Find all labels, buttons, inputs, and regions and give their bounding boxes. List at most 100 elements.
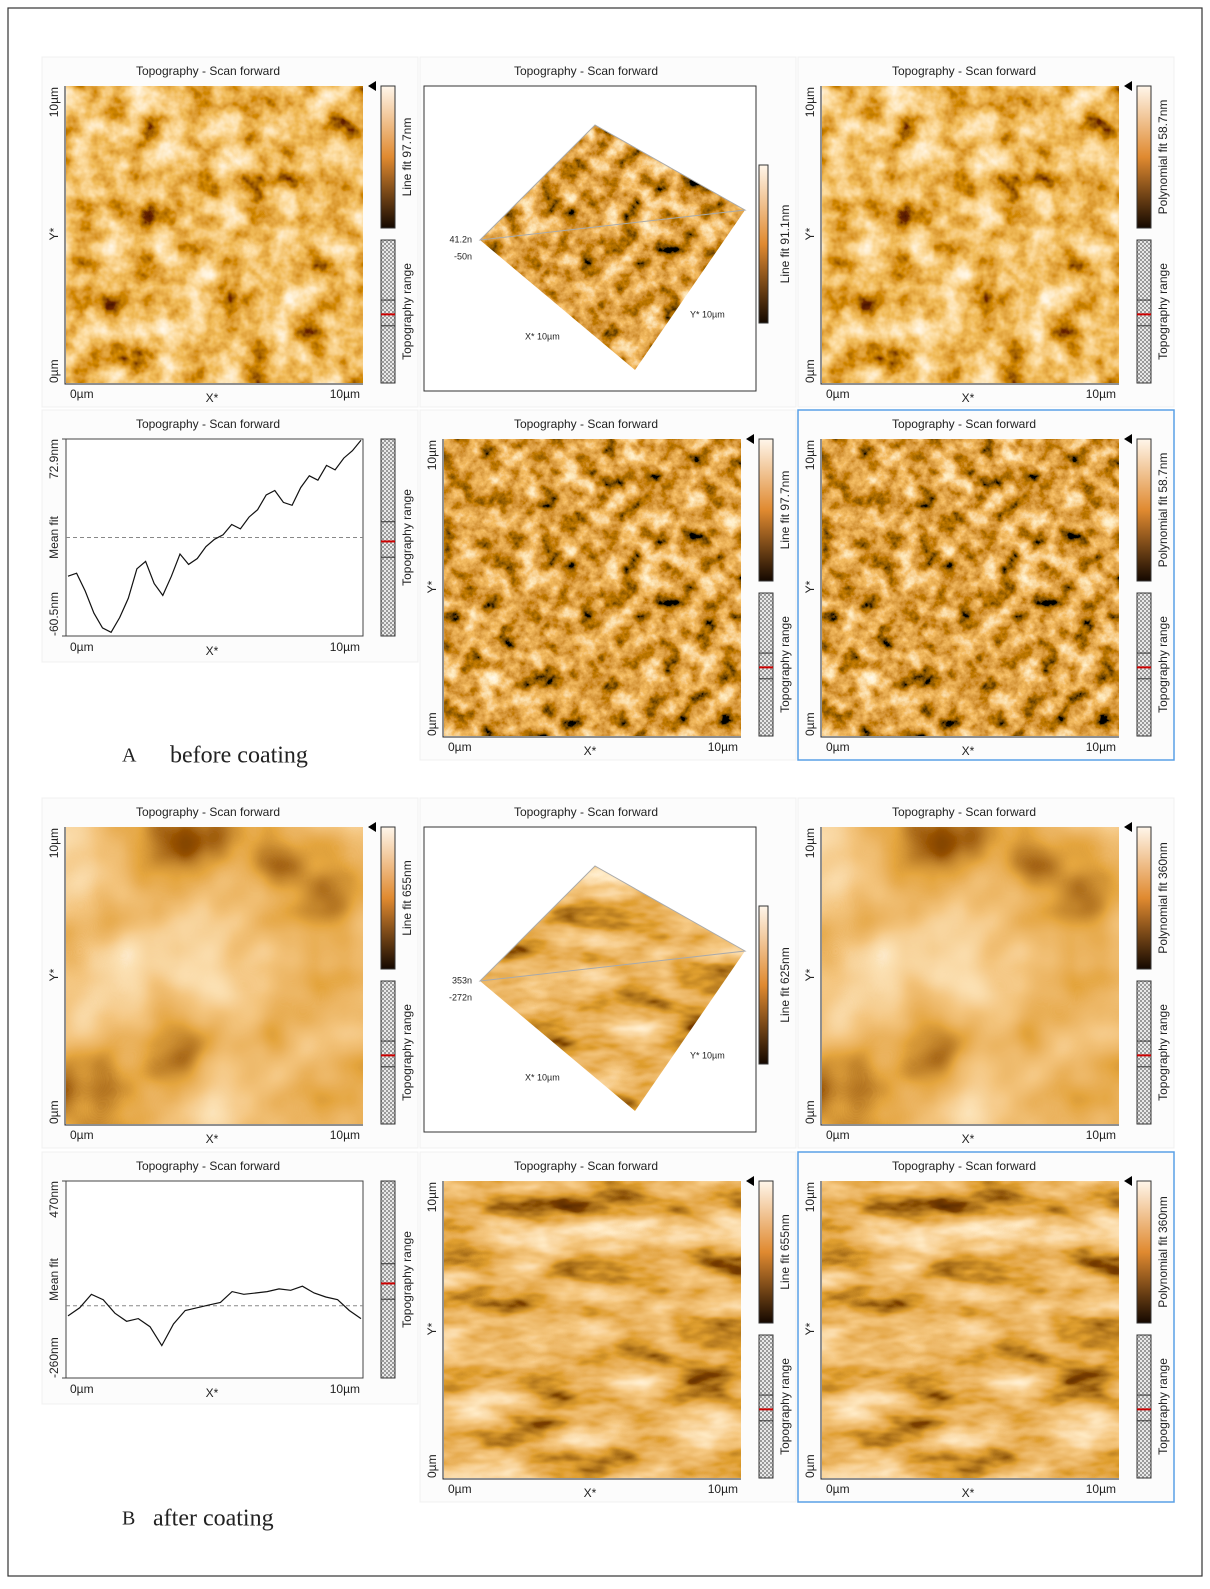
y-axis-label: Y* [803, 580, 817, 593]
section-letter: B [122, 1508, 135, 1530]
panel-title: Topography - Scan forward [136, 805, 280, 819]
colorbar [759, 439, 773, 581]
panel-title: Topography - Scan forward [136, 1159, 280, 1173]
x-axis-label: X* [962, 1486, 975, 1500]
panel-title: Topography - Scan forward [514, 64, 658, 78]
colorbar-label: Polynomial fit 58.7nm [1156, 453, 1170, 568]
x-axis-label: 10µm [330, 1382, 360, 1396]
x-axis-label: 10µm [1086, 1128, 1116, 1142]
y-axis-label: 10µm [425, 1182, 439, 1212]
panel-title: Topography - Scan forward [892, 805, 1036, 819]
colorbar-label: Line fit 625nm [778, 947, 792, 1022]
y-axis-label: 0µm [47, 359, 61, 383]
z-label: -272n [449, 992, 472, 1002]
x-axis-label: X* [206, 1386, 219, 1400]
x-axis-label: X* [206, 1132, 219, 1146]
range-label: Topography range [400, 489, 414, 586]
panel-title: Topography - Scan forward [514, 805, 658, 819]
x-axis-label: 0µm [70, 387, 94, 401]
y-axis-label: Mean fit [47, 515, 61, 558]
x-axis-label: 10µm [1086, 740, 1116, 754]
y-axis-label: Y* [803, 1322, 817, 1335]
panel: Topography - Scan forward-60.5nm72.9nmMe… [42, 410, 418, 662]
panel-title: Topography - Scan forward [892, 1159, 1036, 1173]
y-tick-label: 72.9nm [47, 439, 61, 479]
x-axis-label: 0µm [826, 740, 850, 754]
colorbar [1137, 1181, 1151, 1323]
colorbar-label: Polynomial fit 58.7nm [1156, 100, 1170, 215]
y-axis-label: 0µm [803, 1100, 817, 1124]
section-letter: A [122, 745, 137, 767]
range-label: Topography range [778, 1358, 792, 1455]
x-axis-label: 10µm [330, 387, 360, 401]
x-axis-label: X* [206, 644, 219, 658]
afm-image [444, 1181, 741, 1478]
x-axis-label: 0µm [70, 1128, 94, 1142]
panel-title: Topography - Scan forward [514, 417, 658, 431]
range-label: Topography range [1156, 616, 1170, 713]
range-bar [1137, 981, 1151, 1124]
colorbar-label: Line fit 655nm [400, 860, 414, 935]
range-label: Topography range [400, 1004, 414, 1101]
range-label: Topography range [1156, 263, 1170, 360]
panel-title: Topography - Scan forward [136, 64, 280, 78]
z-label: -50n [454, 251, 472, 261]
z-label: 353n [452, 975, 472, 985]
range-label: Topography range [400, 1231, 414, 1328]
afm-image [66, 86, 363, 383]
x-axis-label: 10µm [330, 1128, 360, 1142]
range-bar [1137, 593, 1151, 736]
x-axis-label: X* [962, 391, 975, 405]
y-label-3d: Y* 10µm [690, 309, 725, 319]
panel: Topography - Scan forward10µmY*0µm0µmX*1… [798, 1152, 1174, 1502]
range-label: Topography range [400, 263, 414, 360]
x-axis-label: 10µm [330, 640, 360, 654]
x-axis-label: 0µm [448, 740, 472, 754]
y-tick-label: 470nm [47, 1181, 61, 1218]
y-tick-label: -260nm [47, 1337, 61, 1378]
panel-title: Topography - Scan forward [514, 1159, 658, 1173]
x-axis-label: 10µm [1086, 387, 1116, 401]
section-caption: before coating [170, 743, 308, 769]
y-axis-label: 10µm [803, 828, 817, 858]
range-label: Topography range [1156, 1004, 1170, 1101]
x-axis-label: 10µm [1086, 1482, 1116, 1496]
y-axis-label: 10µm [803, 1182, 817, 1212]
range-bar [759, 593, 773, 736]
afm-image [822, 1181, 1119, 1478]
x-axis-label: 0µm [826, 387, 850, 401]
section-caption: after coating [153, 1506, 274, 1532]
panel: Topography - Scan forward -260nm 470nm Mean… [42, 1152, 418, 1404]
colorbar [1137, 827, 1151, 969]
panel-title: Topography - Scan forward [136, 417, 280, 431]
colorbar [759, 906, 768, 1064]
range-bar [381, 981, 395, 1124]
colorbar [1137, 86, 1151, 228]
y-axis-label: Mean fit [47, 1257, 61, 1300]
x-axis-label: 0µm [70, 640, 94, 654]
y-axis-label: Y* [425, 1322, 439, 1335]
z-label: 41.2n [449, 234, 472, 244]
afm-image [822, 439, 1119, 736]
y-axis-label: 0µm [425, 712, 439, 736]
panel-title: Topography - Scan forward [892, 64, 1036, 78]
x-axis-label: 0µm [826, 1128, 850, 1142]
x-axis-label: 10µm [708, 740, 738, 754]
panel: Topography - Scan forward10µmY*0µm0µmX*1… [798, 57, 1174, 407]
y-axis-label: 0µm [47, 1100, 61, 1124]
y-axis-label: 10µm [425, 440, 439, 470]
panel: Topography - Scan forward353n-272nX* 10µ… [420, 798, 796, 1148]
figure: Topography - Scan forward 10µm Y* 0µm 0µm X* 1… [0, 0, 1210, 1584]
colorbar [759, 165, 768, 323]
colorbar-label: Polynomial fit 360nm [1156, 842, 1170, 953]
colorbar [759, 1181, 773, 1323]
range-bar [759, 1335, 773, 1478]
afm-image [822, 827, 1119, 1124]
x-axis-label: X* [206, 391, 219, 405]
y-axis-label: Y* [47, 227, 61, 240]
y-axis-label: 0µm [803, 1454, 817, 1478]
colorbar [381, 827, 395, 969]
